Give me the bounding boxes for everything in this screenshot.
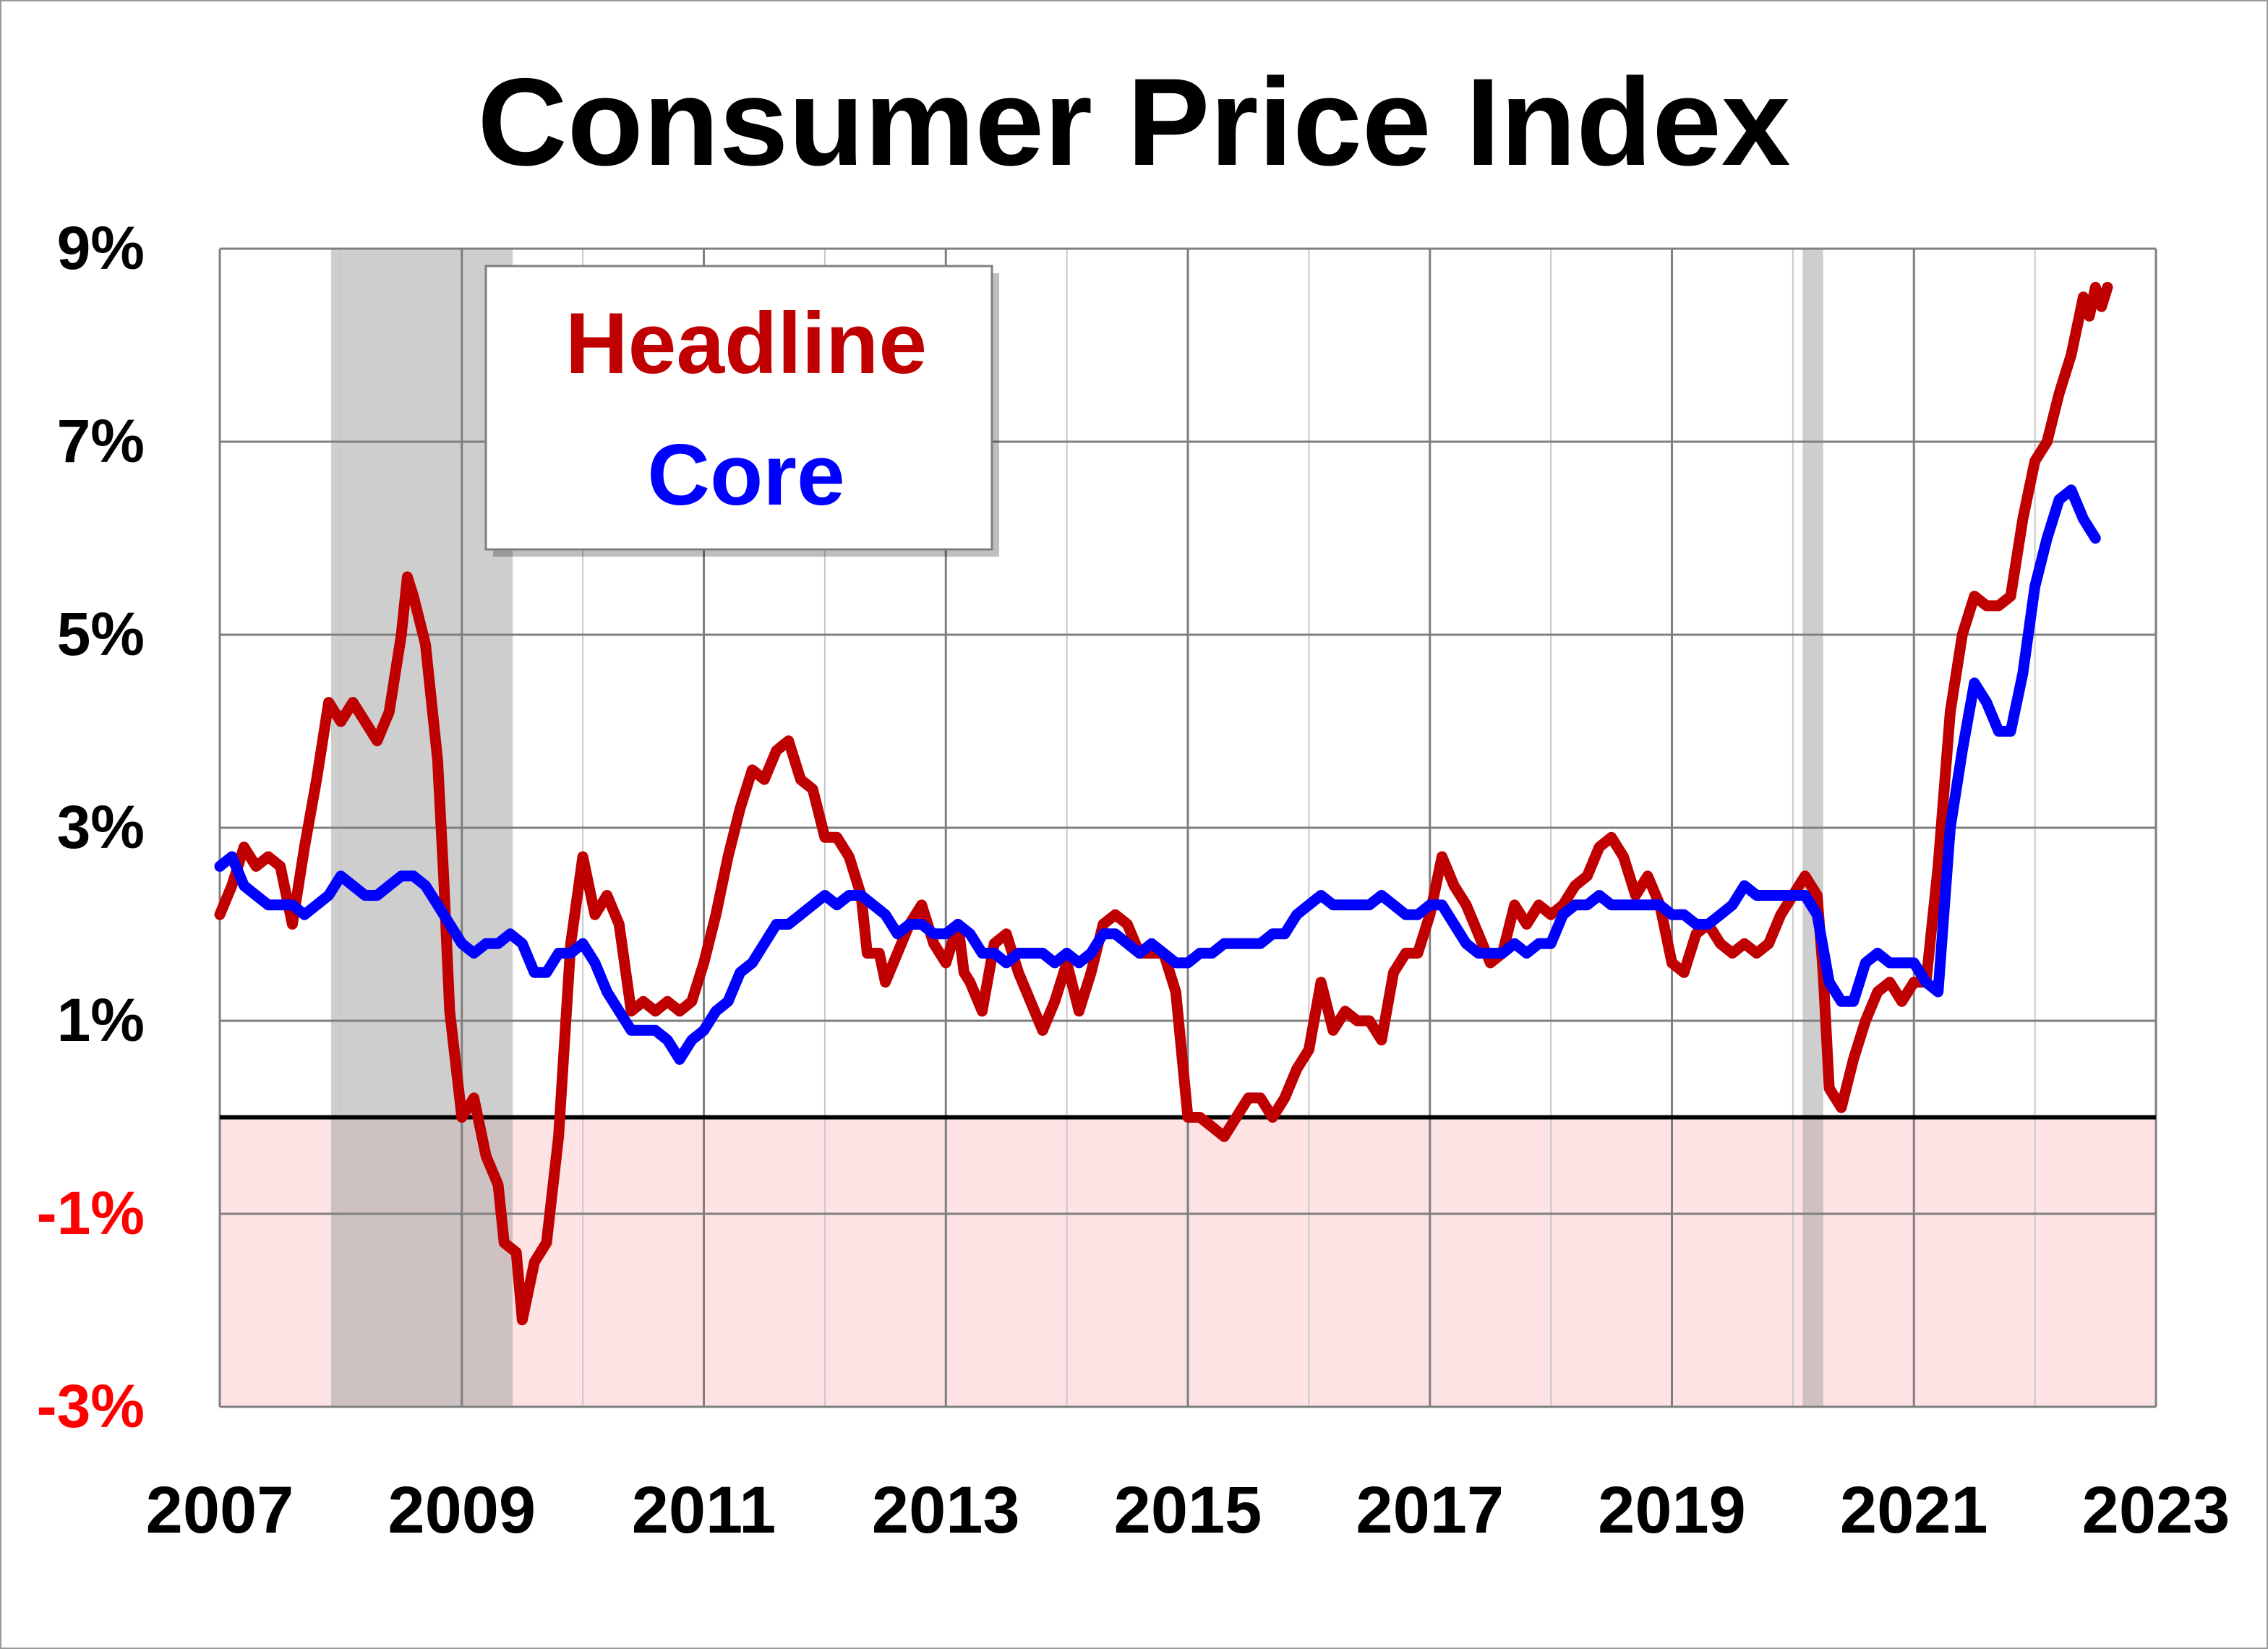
x-tick-label: 2009 xyxy=(388,1473,536,1547)
legend: Headline Core xyxy=(484,265,999,557)
x-tick-label: 2023 xyxy=(2082,1473,2230,1547)
series-line-core xyxy=(214,484,2101,1065)
y-tick-label: -3% xyxy=(37,1372,145,1440)
x-tick-label: 2013 xyxy=(872,1473,1020,1547)
x-tick-label: 2019 xyxy=(1598,1473,1746,1547)
y-tick-label: 5% xyxy=(57,600,145,668)
legend-entry-core: Core xyxy=(647,427,844,523)
y-axis-ticks: 9% 7% 5% 3% 1% -1% -3% xyxy=(37,214,145,1440)
y-tick-label: 1% xyxy=(57,986,145,1054)
y-tick-label: 3% xyxy=(57,793,145,861)
y-tick-label: 7% xyxy=(57,407,145,475)
x-tick-label: 2011 xyxy=(632,1473,776,1547)
y-tick-label: 9% xyxy=(57,214,145,282)
legend-box xyxy=(484,265,993,551)
chart-title: Consumer Price Index xyxy=(477,53,1791,192)
y-tick-label: -1% xyxy=(37,1179,145,1247)
legend-entry-headline: Headline xyxy=(565,295,927,392)
x-tick-label: 2021 xyxy=(1840,1473,1988,1547)
x-tick-label: 2017 xyxy=(1356,1473,1504,1547)
series-lines xyxy=(214,281,2113,1326)
series-line-headline xyxy=(214,281,2113,1326)
x-axis-ticks: 2007 2009 2011 2013 2015 2017 2019 2021 2023 xyxy=(146,1473,2230,1547)
x-tick-label: 2015 xyxy=(1114,1473,1262,1547)
x-tick-label: 2007 xyxy=(146,1473,294,1547)
